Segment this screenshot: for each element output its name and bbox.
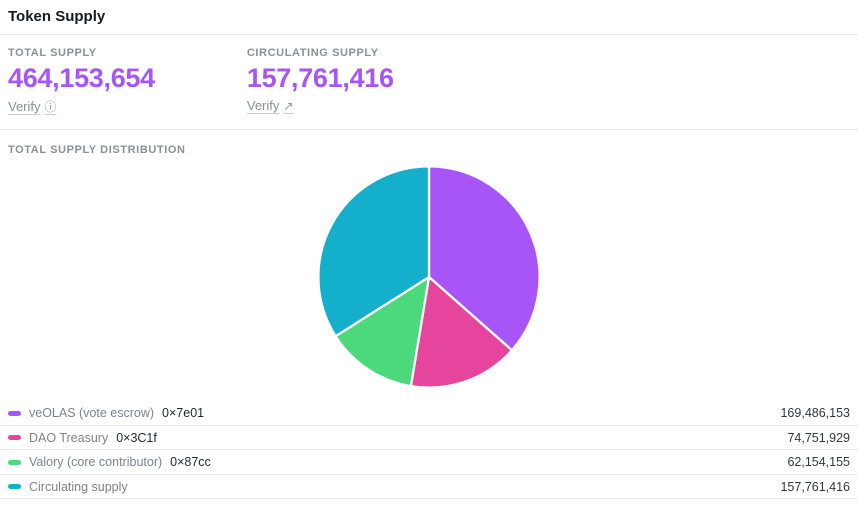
legend-value: 157,761,416 xyxy=(780,479,850,494)
verify-label: Verify xyxy=(8,99,41,115)
legend-value: 169,486,153 xyxy=(780,406,850,421)
total-supply-label: TOTAL SUPPLY xyxy=(8,47,97,59)
circulating-supply-label: CIRCULATING SUPPLY xyxy=(246,47,379,59)
pie-chart-container xyxy=(0,156,858,401)
supply-stats: TOTAL SUPPLY 464,153,654 Verify ⓘ CIRCUL… xyxy=(0,35,858,131)
pie-slice-3[interactable] xyxy=(317,165,431,338)
pie-slice-0[interactable] xyxy=(427,165,541,352)
chart-legend: veOLAS (vote escrow) 0×7e01 169,486,153 … xyxy=(0,401,858,500)
legend-swatch-dao-treasury xyxy=(8,435,21,441)
circulating-supply-stat: CIRCULATING SUPPLY 157,761,416 Verify ↗ xyxy=(247,47,394,116)
distribution-title: TOTAL SUPPLY DISTRIBUTION xyxy=(8,144,186,157)
legend-value: 62,154,155 xyxy=(787,455,850,470)
section-header: Token Supply xyxy=(0,0,858,35)
total-supply-verify-link[interactable]: Verify ⓘ xyxy=(8,98,57,115)
pie-slice-2[interactable] xyxy=(334,276,431,388)
legend-label: Circulating supply xyxy=(29,479,128,494)
legend-label: veOLAS (vote escrow) xyxy=(29,406,155,421)
legend-label: DAO Treasury xyxy=(29,430,109,445)
legend-swatch-circulating xyxy=(8,484,21,490)
legend-address: 0×3C1f xyxy=(116,430,157,445)
info-icon: ⓘ xyxy=(44,100,57,115)
legend-row: DAO Treasury 0×3C1f 74,751,929 xyxy=(0,426,858,451)
legend-label: Valory (core contributor) xyxy=(29,455,163,470)
legend-swatch-veolas xyxy=(8,410,21,416)
legend-value: 74,751,929 xyxy=(787,430,850,445)
total-supply-stat: TOTAL SUPPLY 464,153,654 Verify ⓘ xyxy=(8,47,155,116)
page-title: Token Supply xyxy=(8,8,106,25)
circulating-supply-verify-link[interactable]: Verify ↗ xyxy=(247,98,294,113)
external-link-icon: ↗ xyxy=(283,98,294,113)
legend-row: Valory (core contributor) 0×87cc 62,154,… xyxy=(0,450,858,475)
pie-chart[interactable] xyxy=(315,163,543,391)
verify-label: Verify xyxy=(246,98,280,114)
legend-swatch-valory xyxy=(8,459,21,465)
legend-address: 0×7e01 xyxy=(162,406,205,421)
pie-slice-1[interactable] xyxy=(409,276,514,390)
legend-row: veOLAS (vote escrow) 0×7e01 169,486,153 xyxy=(0,401,858,426)
distribution-header: TOTAL SUPPLY DISTRIBUTION xyxy=(0,130,858,156)
circulating-supply-value: 157,761,416 xyxy=(246,63,394,93)
total-supply-value: 464,153,654 xyxy=(8,63,155,93)
legend-address: 0×87cc xyxy=(170,455,211,470)
legend-row: Circulating supply 157,761,416 xyxy=(0,475,858,500)
